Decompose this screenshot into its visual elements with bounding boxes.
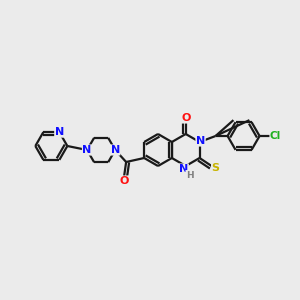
- Text: N: N: [82, 145, 92, 155]
- Text: N: N: [111, 145, 120, 155]
- Text: O: O: [119, 176, 129, 186]
- Text: N: N: [179, 164, 188, 174]
- Text: Cl: Cl: [270, 131, 281, 141]
- Text: N: N: [196, 136, 205, 146]
- Text: O: O: [181, 113, 190, 123]
- Text: H: H: [186, 170, 194, 179]
- Text: N: N: [55, 127, 64, 137]
- Text: S: S: [212, 163, 220, 173]
